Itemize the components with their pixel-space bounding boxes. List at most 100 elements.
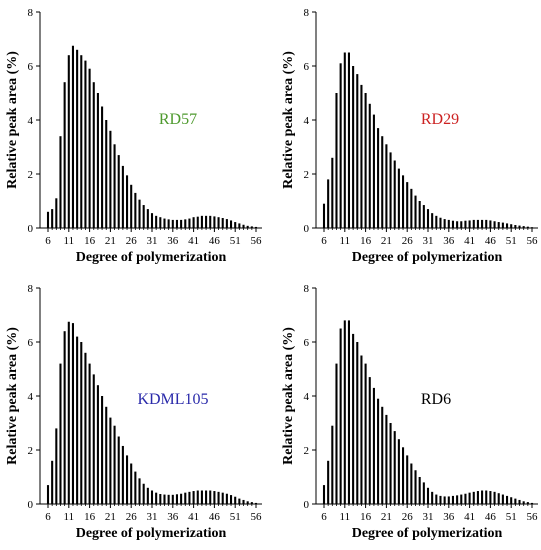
bar-dp-45	[485, 490, 488, 504]
bar-dp-46	[213, 491, 216, 504]
bar-dp-19	[377, 398, 380, 504]
bar-dp-10	[63, 331, 66, 504]
bar-dp-13	[76, 336, 79, 504]
bar-dp-56	[254, 226, 258, 228]
bar-dp-34	[163, 494, 166, 504]
y-tick-label: 0	[28, 499, 34, 511]
x-tick-label: 11	[64, 235, 75, 247]
bar-dp-6	[46, 211, 50, 228]
y-tick-label: 0	[304, 223, 310, 235]
bar-dp-18	[372, 114, 375, 228]
bar-dp-11	[67, 55, 70, 229]
bar-dp-42	[472, 219, 475, 228]
x-tick-label: 6	[321, 511, 327, 523]
bar-dp-12	[347, 52, 350, 228]
y-tick-label: 6	[28, 337, 34, 349]
bar-dp-39	[460, 221, 463, 228]
bar-dp-20	[105, 406, 108, 504]
bar-dp-15	[84, 352, 87, 504]
bar-dp-44	[481, 490, 484, 504]
bar-dp-38	[180, 219, 183, 228]
bar-dp-56	[530, 227, 534, 228]
bar-dp-55	[250, 502, 253, 504]
x-axis-title: Degree of polymerization	[352, 526, 503, 541]
bar-dp-44	[205, 490, 208, 504]
bar-dp-36	[447, 219, 450, 228]
bar-dp-30	[422, 205, 425, 228]
bar-dp-40	[464, 220, 467, 228]
y-tick-label: 4	[28, 391, 34, 403]
bar-dp-45	[485, 219, 488, 228]
x-tick-label: 6	[45, 235, 51, 247]
bar-dp-21	[109, 417, 112, 504]
bar-dp-24	[397, 439, 400, 504]
bar-dp-41	[192, 217, 195, 228]
y-axis-title: Relative peak area (%)	[281, 327, 296, 465]
bar-dp-52	[238, 498, 241, 504]
bar-dp-44	[205, 215, 208, 228]
bar-dp-12	[71, 45, 74, 228]
bar-dp-25	[402, 175, 405, 228]
bar-dp-17	[368, 377, 371, 504]
bar-dp-49	[225, 493, 228, 504]
bar-dp-18	[372, 387, 375, 504]
y-tick-label: 6	[28, 61, 34, 73]
bar-dp-17	[92, 374, 95, 504]
bar-dp-55	[250, 226, 253, 228]
x-tick-label: 46	[485, 235, 497, 247]
bar-dp-51	[510, 224, 513, 228]
bar-dp-44	[481, 219, 484, 228]
bar-dp-20	[381, 136, 384, 228]
bar-dp-42	[196, 216, 199, 228]
bar-dp-50	[506, 495, 509, 504]
bar-dp-22	[113, 425, 116, 504]
bar-dp-36	[447, 496, 450, 504]
bar-dp-55	[526, 226, 529, 228]
bar-dp-21	[109, 130, 112, 228]
bar-dp-48	[221, 492, 224, 504]
bar-dp-41	[192, 491, 195, 504]
y-axis-title: Relative peak area (%)	[5, 51, 20, 189]
bar-dp-13	[352, 333, 355, 504]
bar-dp-38	[180, 493, 183, 504]
bar-dp-12	[71, 323, 74, 504]
y-tick-label: 2	[28, 445, 34, 457]
x-tick-label: 26	[402, 511, 414, 523]
bar-dp-27	[134, 192, 137, 228]
x-tick-label: 41	[464, 511, 475, 523]
bar-dp-32	[431, 213, 434, 228]
bar-dp-7	[327, 179, 330, 228]
bar-dp-33	[159, 494, 162, 504]
bar-dp-46	[489, 491, 492, 504]
bar-dp-45	[209, 215, 212, 228]
x-tick-label: 6	[45, 511, 51, 523]
bar-dp-53	[518, 499, 521, 504]
bar-dp-24	[121, 445, 124, 504]
bar-dp-26	[130, 463, 133, 504]
bar-dp-28	[414, 470, 417, 504]
bar-dp-8	[55, 428, 58, 504]
bar-dp-22	[389, 152, 392, 228]
bar-dp-40	[464, 493, 467, 504]
bar-dp-19	[101, 396, 104, 504]
bar-dp-28	[138, 199, 141, 228]
x-tick-label: 16	[360, 511, 372, 523]
bar-dp-26	[130, 184, 133, 228]
x-tick-label: 31	[423, 235, 434, 247]
bar-dp-43	[200, 490, 203, 504]
bar-dp-28	[138, 478, 141, 504]
x-tick-label: 21	[105, 511, 116, 523]
bar-dp-20	[105, 120, 108, 228]
bar-dp-46	[213, 216, 216, 228]
bar-dp-49	[501, 222, 504, 228]
bar-dp-50	[230, 220, 233, 228]
bar-dp-42	[472, 491, 475, 504]
bar-dp-32	[155, 215, 158, 228]
bar-dp-50	[506, 223, 509, 228]
bar-dp-8	[55, 198, 58, 228]
bar-dp-8	[331, 425, 334, 504]
bar-dp-31	[426, 487, 430, 504]
y-tick-label: 4	[304, 391, 310, 403]
